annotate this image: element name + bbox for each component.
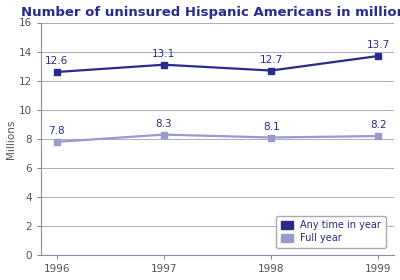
Title: Number of uninsured Hispanic Americans in millions: Number of uninsured Hispanic Americans i… bbox=[21, 6, 400, 18]
Text: 13.1: 13.1 bbox=[152, 49, 176, 59]
Text: 13.7: 13.7 bbox=[367, 40, 390, 50]
Text: 8.1: 8.1 bbox=[263, 122, 280, 132]
Text: 8.2: 8.2 bbox=[370, 120, 387, 130]
Y-axis label: Millions: Millions bbox=[6, 119, 16, 159]
Text: 12.7: 12.7 bbox=[260, 55, 283, 65]
Text: 8.3: 8.3 bbox=[156, 119, 172, 129]
Text: 7.8: 7.8 bbox=[48, 126, 65, 136]
Text: 12.6: 12.6 bbox=[45, 56, 68, 66]
Legend: Any time in year, Full year: Any time in year, Full year bbox=[276, 216, 386, 248]
